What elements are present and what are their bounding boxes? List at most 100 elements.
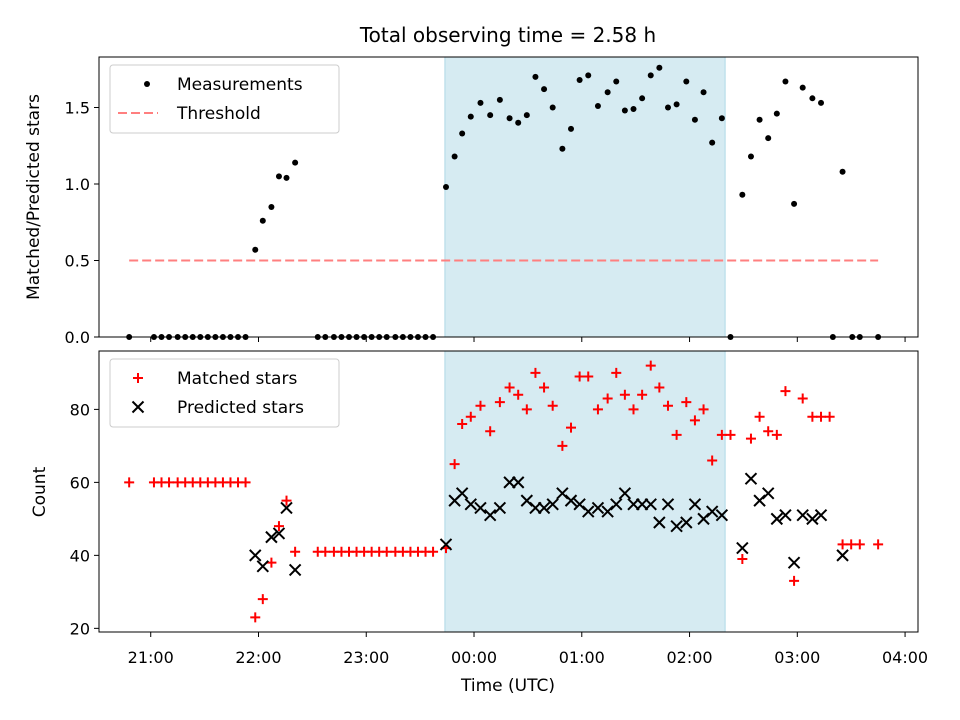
measurement-point	[709, 139, 716, 146]
legend-box	[109, 64, 340, 134]
x-tick-label: 03:00	[774, 648, 820, 667]
predicted-star-point	[736, 541, 749, 555]
measurement-point	[459, 130, 466, 137]
measurement-point	[621, 107, 628, 114]
matched-star-point	[290, 546, 301, 557]
predicted-star-point	[744, 472, 758, 485]
matched-star-point	[846, 539, 857, 550]
shaded-observing-span	[444, 56, 726, 338]
matched-star-point	[854, 539, 865, 550]
predicted-star-point	[705, 505, 719, 518]
measurement-point	[259, 217, 266, 224]
measurement-point	[442, 184, 449, 191]
predicted-star-point	[688, 498, 702, 511]
matched-star-point	[124, 477, 135, 488]
matched-star-point	[381, 546, 392, 557]
predicted-star-point	[618, 487, 632, 500]
measurement-point	[292, 159, 299, 166]
matched-star-point	[698, 404, 709, 415]
measurement-point	[799, 84, 806, 91]
matched-star-point	[689, 415, 700, 426]
matched-star-point	[465, 411, 476, 422]
predicted-star-point	[537, 501, 551, 515]
measurement-point	[647, 72, 654, 79]
y-axis-label-top: Matched/Predicted stars	[24, 94, 44, 300]
legend-marker-plus	[133, 373, 143, 383]
predicted-star-point	[787, 556, 801, 569]
matched-star-point	[494, 397, 505, 408]
measurement-point	[700, 89, 707, 96]
chart-title: Total observing time = 2.58 h	[359, 23, 656, 47]
predicted-star-point	[511, 476, 525, 489]
measurement-point	[568, 125, 575, 132]
top-panel: 0.0 0.5 1.0 1.5 Measurements Threshold	[65, 56, 919, 347]
measurement-point	[594, 102, 601, 109]
measurement-point	[523, 112, 530, 119]
measurement-point	[765, 135, 772, 142]
y-tick-label: 60	[70, 473, 90, 492]
matched-star-point	[671, 429, 682, 440]
predicted-star-point	[796, 509, 809, 522]
measurement-point	[739, 191, 746, 198]
matched-star-point	[240, 477, 251, 488]
matched-star-point	[521, 404, 532, 415]
predicted-star-point	[439, 538, 453, 551]
matched-star-point	[628, 404, 639, 415]
measurement-point	[809, 95, 816, 102]
measurement-point	[747, 153, 754, 160]
measurement-point	[541, 86, 548, 93]
measurement-point	[559, 145, 566, 152]
measurement-point	[576, 76, 583, 83]
x-tick-label: 00:00	[451, 648, 497, 667]
matched-star-point	[716, 429, 727, 440]
predicted-star-point	[582, 505, 595, 518]
predicted-star-point	[272, 527, 286, 540]
measurement-point	[639, 95, 646, 102]
matched-star-point	[602, 393, 613, 404]
predicted-star-point	[806, 512, 819, 526]
matched-star-point	[257, 594, 268, 605]
predicted-star-point	[493, 501, 507, 515]
measurement-point	[275, 173, 282, 180]
matched-star-point	[566, 422, 577, 433]
measurement-point	[773, 110, 780, 117]
measurement-point	[487, 112, 494, 119]
predicted-star-point	[814, 509, 828, 522]
matched-star-point	[164, 477, 175, 488]
measurement-point	[630, 106, 637, 113]
predicted-star-point	[280, 501, 293, 515]
matched-star-point	[574, 371, 585, 382]
predicted-star-point	[591, 501, 605, 515]
matched-star-point	[611, 367, 622, 378]
measurement-point	[673, 101, 680, 108]
measurement-point	[532, 73, 539, 80]
predicted-star-point	[464, 498, 477, 511]
matched-star-point	[754, 411, 765, 422]
measurement-point	[451, 153, 458, 160]
measurement-point	[252, 246, 259, 253]
matched-star-point	[737, 554, 748, 565]
measurement-point	[664, 104, 671, 111]
legend-label: Threshold	[176, 104, 261, 124]
x-tick-label: 23:00	[343, 648, 389, 667]
measurement-point	[818, 99, 825, 106]
predicted-star-point	[610, 498, 623, 511]
matched-star-point	[250, 612, 261, 623]
y-tick-label: 0.5	[65, 251, 90, 270]
measurement-point	[691, 116, 698, 123]
measurement-point	[506, 115, 513, 122]
matched-star-point	[707, 455, 718, 466]
legend-label: Measurements	[177, 75, 303, 95]
matched-star-point	[457, 418, 468, 429]
matched-star-point	[583, 371, 594, 382]
matched-star-point	[619, 389, 630, 400]
matched-star-point	[873, 539, 884, 550]
predicted-star-point	[474, 501, 487, 515]
measurement-point	[283, 174, 290, 181]
predicted-star-point	[670, 519, 683, 533]
matched-star-point	[547, 400, 558, 411]
y-tick-label: 1.5	[65, 98, 90, 117]
matched-star-point	[681, 397, 692, 408]
predicted-star-point	[249, 549, 262, 562]
